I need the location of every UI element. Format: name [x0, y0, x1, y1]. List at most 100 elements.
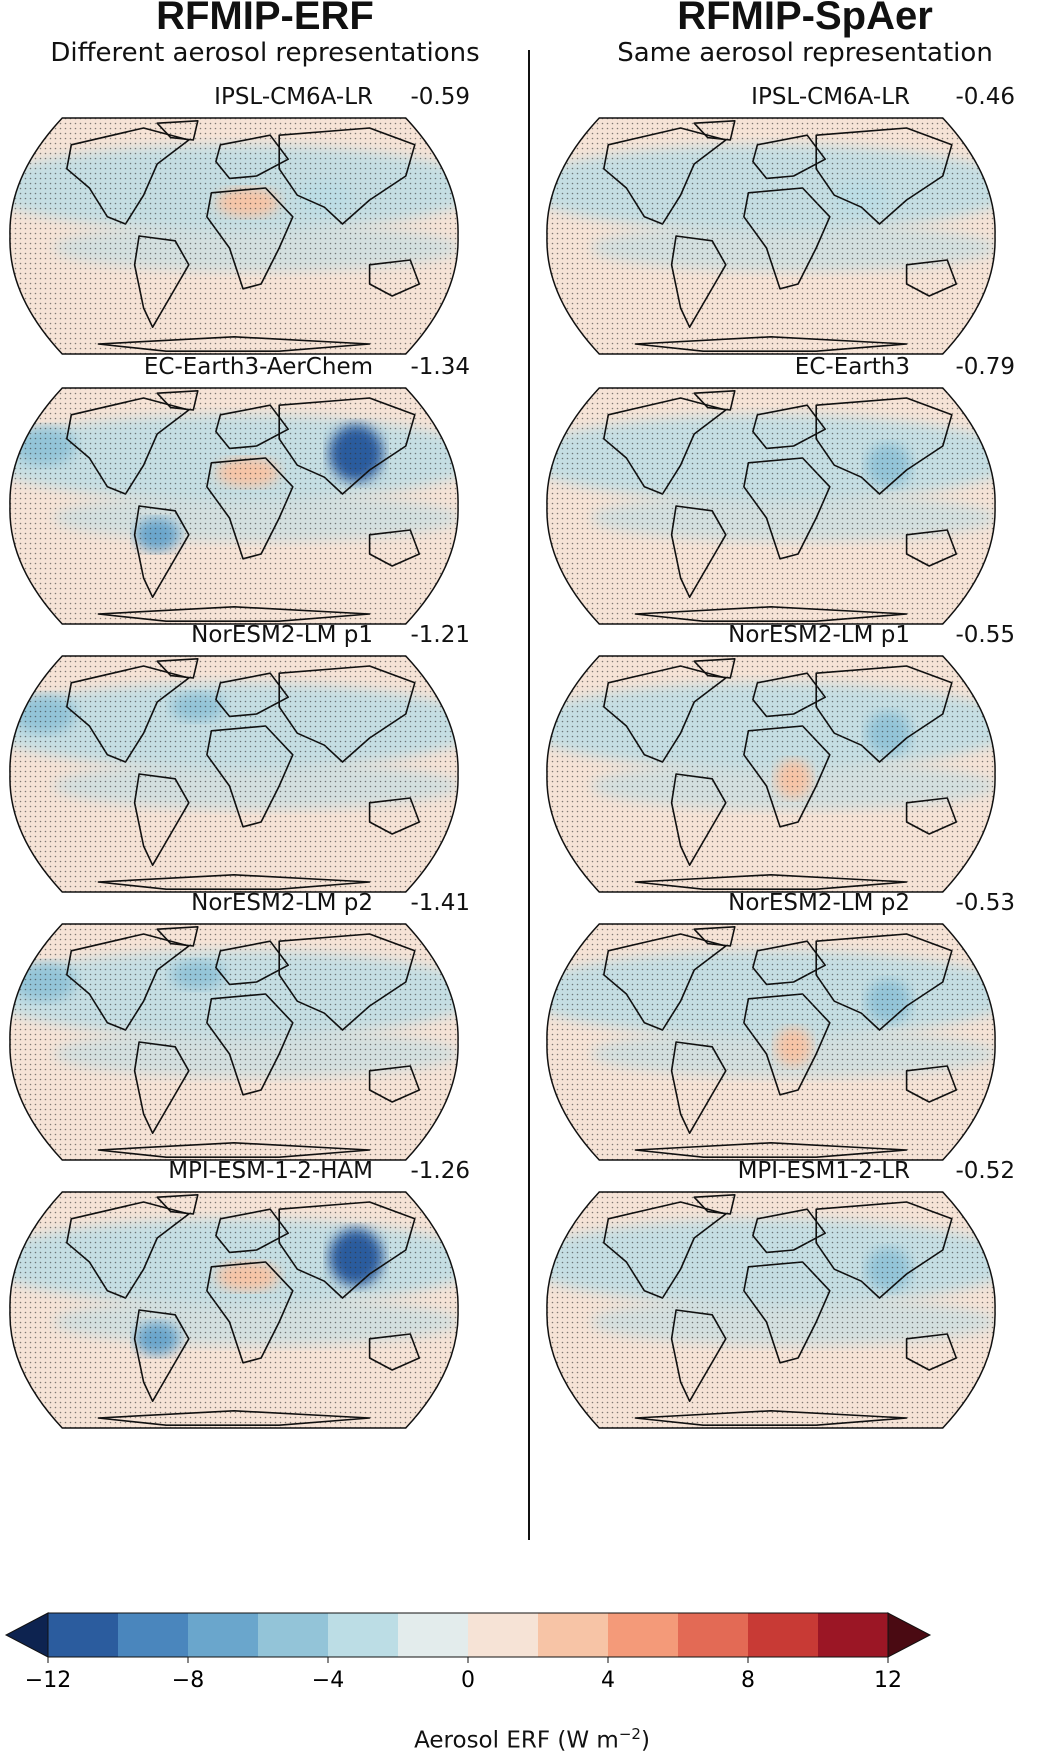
significance-stipple	[9, 656, 459, 892]
significance-stipple	[546, 388, 996, 624]
model-name: NorESM2-LM p2	[728, 890, 910, 916]
model-name: MPI-ESM1-2-LR	[737, 1158, 910, 1184]
significance-stipple	[9, 388, 459, 624]
erf-map	[546, 923, 996, 1161]
coastline-asia	[815, 397, 953, 495]
erf-map	[9, 1191, 459, 1429]
colorbar-segment	[188, 1613, 259, 1657]
colorbar: −12 −8 −4 0 4 8 12	[4, 1612, 932, 1693]
coastline-southAmerica	[670, 505, 727, 598]
colorbar-segment	[258, 1613, 329, 1657]
coastline-australia	[368, 1333, 421, 1371]
colorbar-label-close: )	[640, 1727, 650, 1754]
map-border	[9, 387, 459, 625]
map-border	[546, 387, 996, 625]
significance-stipple	[9, 118, 459, 354]
global-mean-erf: -1.21	[410, 622, 470, 648]
colorbar-segment	[538, 1613, 609, 1657]
coastline-europe	[215, 672, 289, 718]
map-panel: NorESM2-LM p1 -1.21	[8, 620, 518, 930]
coastline-australia	[368, 1065, 421, 1103]
colorbar-segment	[398, 1613, 469, 1657]
map-border	[546, 117, 996, 355]
panel-header: NorESM2-LM p2 -0.53	[545, 888, 1055, 922]
panel-header: IPSL-CM6A-LR -0.46	[545, 82, 1055, 116]
coastline-northAmerica	[66, 665, 190, 763]
coastline-australia	[368, 797, 421, 835]
global-mean-erf: -1.26	[410, 1158, 470, 1184]
model-name: NorESM2-LM p1	[728, 622, 910, 648]
global-mean-erf: -0.79	[955, 354, 1015, 380]
coastline-southAmerica	[670, 235, 727, 328]
coastline-northAmerica	[66, 1201, 190, 1299]
panel-header: NorESM2-LM p1 -1.21	[8, 620, 518, 654]
model-name: MPI-ESM-1-2-HAM	[168, 1158, 373, 1184]
colorbar-tick-label: 4	[601, 1668, 615, 1693]
coastline-asia	[815, 1201, 953, 1299]
right-column-title: RFMIP-SpAer	[677, 0, 933, 38]
coastline-southAmerica	[670, 773, 727, 866]
map-border	[9, 1191, 459, 1429]
coastline-australia	[905, 529, 958, 567]
panel-header: MPI-ESM-1-2-HAM -1.26	[8, 1156, 518, 1190]
global-mean-erf: -0.53	[955, 890, 1015, 916]
colorbar-segment	[328, 1613, 399, 1657]
right-column-subtitle: Same aerosol representation	[617, 38, 993, 68]
erf-map	[546, 1191, 996, 1429]
map-panel: NorESM2-LM p1 -0.55	[545, 620, 1055, 930]
coastline-africa	[743, 457, 831, 560]
global-mean-erf: -1.41	[410, 890, 470, 916]
coastline-antarctica	[97, 1410, 371, 1426]
coastline-greenland	[693, 120, 736, 141]
coastline-asia	[278, 127, 416, 225]
colorbar-segment	[818, 1613, 889, 1657]
colorbar-segment	[118, 1613, 189, 1657]
coastline-northAmerica	[603, 1201, 727, 1299]
coastline-australia	[368, 529, 421, 567]
coastline-australia	[905, 259, 958, 297]
coastline-africa	[743, 993, 831, 1096]
coastline-northAmerica	[603, 933, 727, 1031]
panel-header: NorESM2-LM p2 -1.41	[8, 888, 518, 922]
coastline-europe	[215, 404, 289, 450]
coastline-southAmerica	[133, 773, 190, 866]
coastline-antarctica	[634, 606, 908, 622]
colorbar-label-text: Aerosol ERF (W m	[414, 1727, 619, 1754]
coastline-africa	[743, 187, 831, 290]
significance-stipple	[9, 924, 459, 1160]
map-panel: MPI-ESM1-2-LR -0.52	[545, 1156, 1055, 1466]
global-mean-erf: -0.59	[410, 84, 470, 110]
map-panel: NorESM2-LM p2 -0.53	[545, 888, 1055, 1198]
significance-stipple	[546, 1192, 996, 1428]
coastline-australia	[368, 259, 421, 297]
significance-stipple	[546, 118, 996, 354]
coastline-antarctica	[97, 336, 371, 352]
erf-map	[546, 117, 996, 355]
erf-map	[546, 655, 996, 893]
map-border	[9, 655, 459, 893]
colorbar-tick-label: 12	[874, 1668, 902, 1693]
significance-stipple	[546, 924, 996, 1160]
map-panel: IPSL-CM6A-LR -0.46	[545, 82, 1055, 392]
coastline-antarctica	[634, 1410, 908, 1426]
coastline-africa	[206, 725, 294, 828]
colorbar-under-arrow	[4, 1612, 49, 1658]
colorbar-segment	[748, 1613, 819, 1657]
coastline-europe	[752, 940, 826, 986]
coastline-africa	[743, 725, 831, 828]
coastline-northAmerica	[66, 397, 190, 495]
coastline-europe	[215, 134, 289, 180]
colorbar-tick-label: 8	[741, 1668, 755, 1693]
map-border	[546, 923, 996, 1161]
coastline-asia	[278, 1201, 416, 1299]
colorbar-segment	[468, 1613, 539, 1657]
coastline-southAmerica	[133, 505, 190, 598]
erf-map	[9, 655, 459, 893]
coastline-africa	[206, 993, 294, 1096]
map-panel: EC-Earth3 -0.79	[545, 352, 1055, 662]
coastline-northAmerica	[66, 933, 190, 1031]
panel-header: IPSL-CM6A-LR -0.59	[8, 82, 518, 116]
global-mean-erf: -0.52	[955, 1158, 1015, 1184]
coastline-northAmerica	[66, 127, 190, 225]
coastline-europe	[752, 1208, 826, 1254]
